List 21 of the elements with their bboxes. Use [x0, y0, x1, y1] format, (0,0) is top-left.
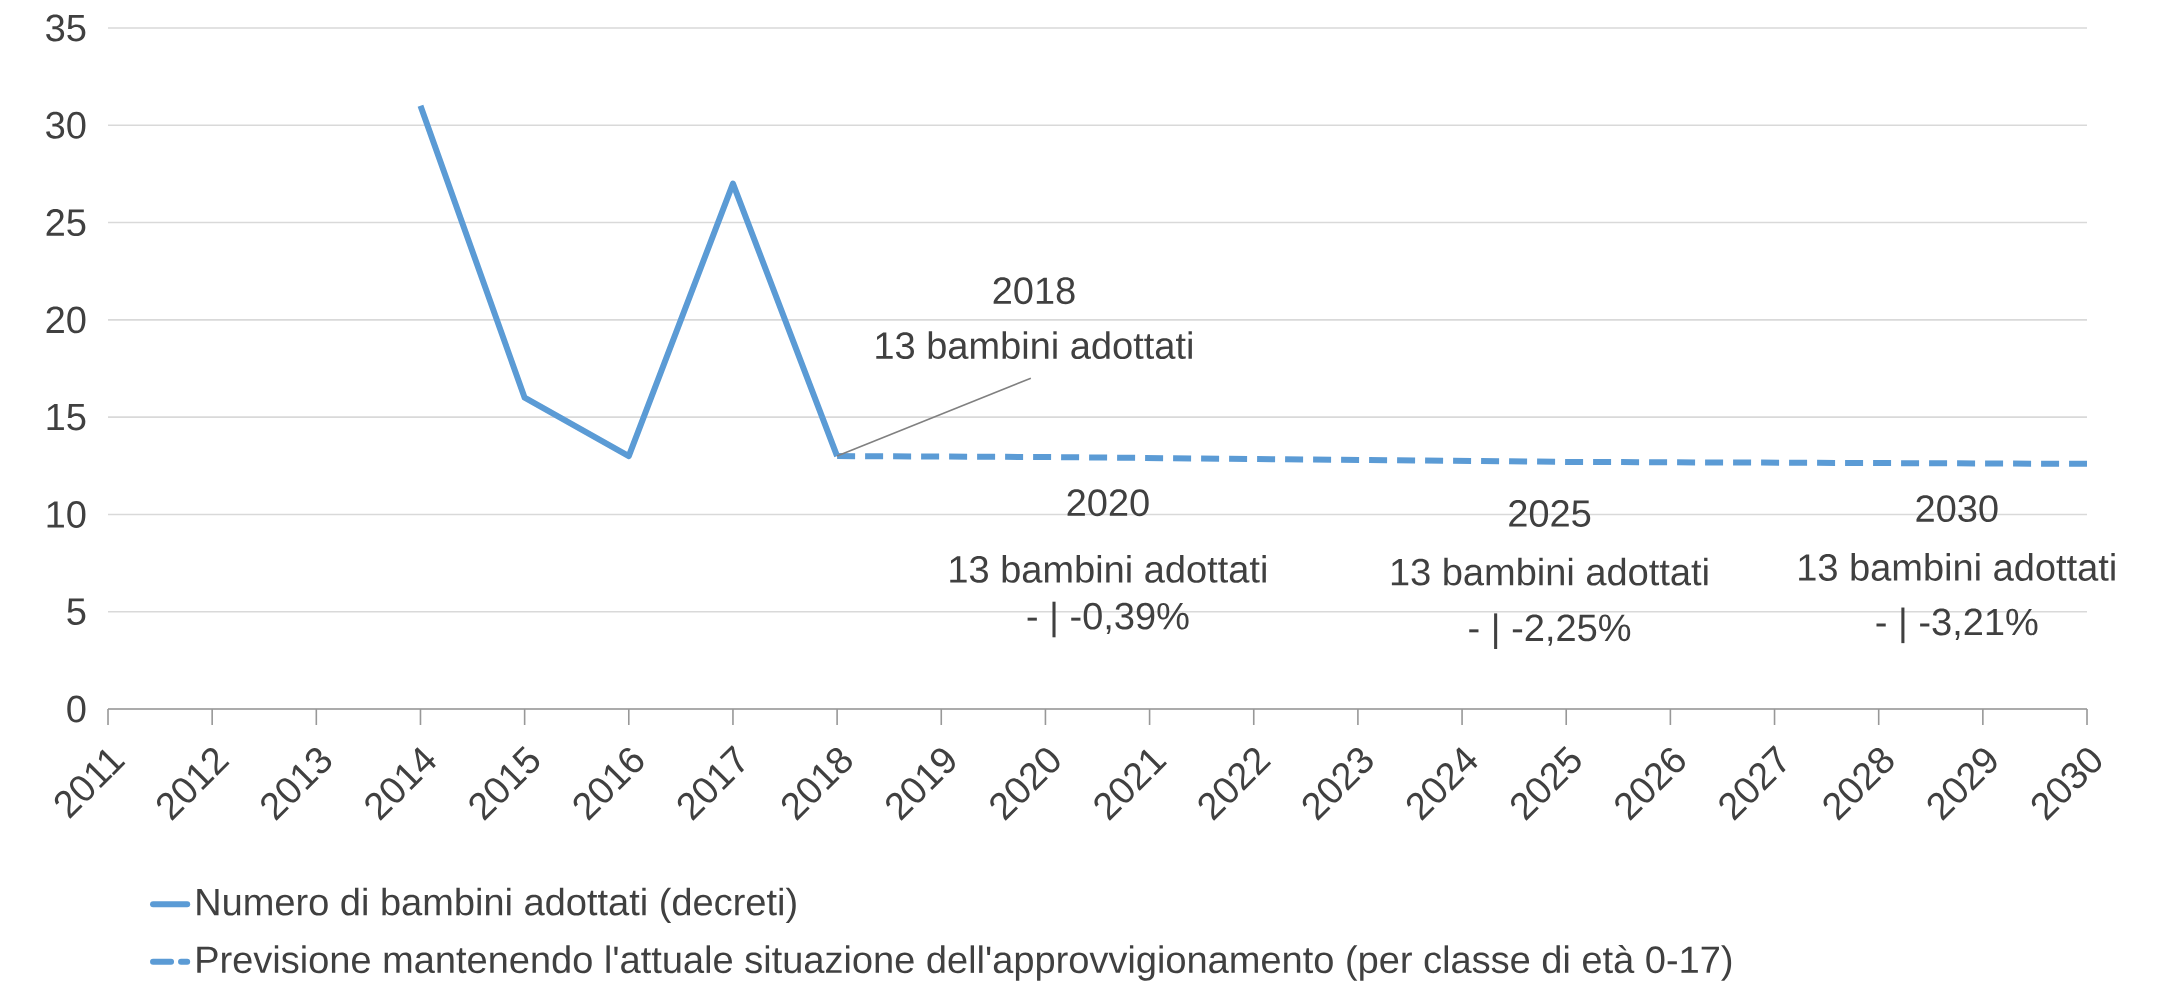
annotation: 2018 [993, 277, 1075, 305]
annotation: 13 bambini adottati [876, 331, 1192, 360]
y-tick-label: 20 [46, 306, 86, 334]
legend-label: Previsione mantenendo l'attuale situazione dell'approvvigionamento (per classe di età 0-17) [197, 944, 1732, 981]
y-tick-label: 15 [47, 403, 86, 431]
annotation: 13 bambini adottati [1391, 557, 1708, 586]
y-tick-label: 5 [67, 598, 86, 625]
y-tick-label: 25 [46, 209, 86, 237]
annotation: 2020 [1067, 489, 1149, 517]
annotation: - | -0,39% [1027, 601, 1189, 638]
y-tick-label: 10 [47, 500, 86, 528]
annotation: 2025 [1509, 500, 1591, 527]
annotation: - | -2,25% [1469, 613, 1631, 649]
y-tick-label: 35 [46, 14, 86, 42]
y-tick-label: 30 [46, 111, 86, 139]
y-tick-label: 0 [67, 695, 86, 723]
annotation: - | -3,21% [1876, 607, 2038, 644]
annotation: 2030 [1916, 495, 1998, 523]
annotation: 13 bambini adottati [1799, 553, 2115, 581]
legend-label: Numero di bambini adottati (decreti) [197, 887, 796, 924]
annotation: 13 bambini adottati [950, 554, 1266, 583]
